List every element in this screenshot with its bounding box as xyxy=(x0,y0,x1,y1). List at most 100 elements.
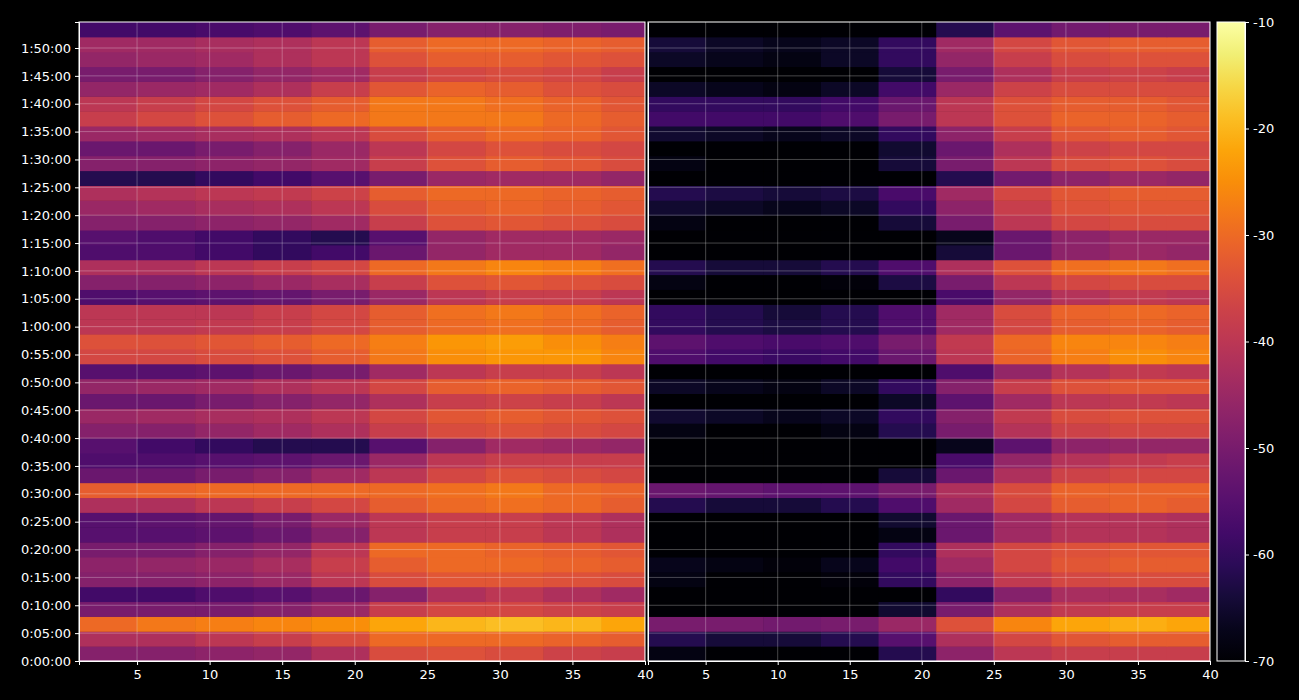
y-axis-tick-mark xyxy=(75,76,79,77)
heatmap-cell xyxy=(79,126,138,141)
heatmap-cell xyxy=(1051,200,1109,215)
y-axis-tick: 0:10:00 xyxy=(21,598,79,613)
heatmap-cell xyxy=(137,126,196,141)
heatmap-cell xyxy=(79,498,138,513)
x-axis-tick-label: 15 xyxy=(274,667,291,682)
grid-line xyxy=(1065,22,1066,661)
grid-line xyxy=(648,354,1210,355)
colorbar: -70-60-50-40-30-20-10 xyxy=(1217,15,1274,669)
heatmap-cell xyxy=(601,408,645,423)
colorbar-axis-tick-mark xyxy=(1245,342,1249,343)
colorbar-axis-tick-label: -30 xyxy=(1253,228,1274,243)
heatmap-cell xyxy=(195,81,254,96)
heatmap-cell xyxy=(427,126,486,141)
heatmap-cell xyxy=(763,67,821,82)
heatmap-cell xyxy=(763,631,821,646)
heatmap-cell xyxy=(648,304,706,319)
heatmap-cell xyxy=(485,423,544,438)
heatmap-cell xyxy=(879,37,937,52)
heatmap-cell xyxy=(311,260,370,275)
heatmap-cell xyxy=(763,498,821,513)
heatmap-cell xyxy=(879,438,937,453)
heatmap-cell xyxy=(137,438,196,453)
heatmap-cell xyxy=(369,483,428,498)
heatmap-cell xyxy=(994,646,1052,661)
heatmap-cell xyxy=(369,171,428,186)
x-axis-tick: 30 xyxy=(1058,661,1075,682)
heatmap-cell xyxy=(79,156,138,171)
heatmap-cell xyxy=(1051,245,1109,260)
heatmap-cell xyxy=(485,275,544,290)
heatmap-cell xyxy=(879,646,937,661)
heatmap-cell xyxy=(994,37,1052,52)
heatmap-cell xyxy=(648,171,706,186)
heatmap-cell xyxy=(311,245,370,260)
plot-frame xyxy=(79,22,645,661)
colorbar-axis-tick-mark xyxy=(1245,235,1249,236)
heatmap-cell xyxy=(1167,394,1210,409)
grid-line xyxy=(705,22,706,661)
grid-line xyxy=(354,22,355,661)
heatmap-cell xyxy=(879,512,937,527)
heatmap-cell xyxy=(79,111,138,126)
colorbar-axis-tick: -30 xyxy=(1245,228,1274,243)
heatmap-cell xyxy=(311,394,370,409)
heatmap-cell xyxy=(195,438,254,453)
heatmap-cell xyxy=(427,512,486,527)
heatmap-cell xyxy=(601,468,645,483)
y-axis-tick-mark xyxy=(75,466,79,467)
heatmap-cell xyxy=(137,289,196,304)
heatmap-cell xyxy=(79,468,138,483)
heatmap-cell xyxy=(936,527,994,542)
heatmap-cell xyxy=(763,587,821,602)
heatmap-cell xyxy=(195,602,254,617)
heatmap-cell xyxy=(1051,185,1109,200)
heatmap-cell xyxy=(763,111,821,126)
grid xyxy=(79,22,645,661)
y-axis-tick-mark xyxy=(75,494,79,495)
figure: 5101520253035400:00:000:05:000:10:000:15… xyxy=(0,0,1299,700)
heatmap-cell xyxy=(763,616,821,631)
heatmap-cell xyxy=(369,394,428,409)
heatmap-cell xyxy=(706,468,764,483)
grid-line xyxy=(79,298,645,299)
y-axis-tick: 0:40:00 xyxy=(21,431,79,446)
heatmap-cell xyxy=(485,111,544,126)
heatmap-cell xyxy=(311,379,370,394)
heatmap-cell xyxy=(601,126,645,141)
y-axis-tick-mark xyxy=(75,550,79,551)
heatmap-cell xyxy=(601,587,645,602)
heatmap-cell xyxy=(648,200,706,215)
x-axis-tick-label: 30 xyxy=(492,667,509,682)
y-axis-tick: 1:25:00 xyxy=(21,180,79,195)
plot-background xyxy=(648,22,1210,661)
heatmap-cell xyxy=(994,111,1052,126)
heatmap-cell xyxy=(79,438,138,453)
y-axis-tick-label: 1:40:00 xyxy=(21,96,71,111)
heatmap-cell xyxy=(137,572,196,587)
heatmap-cell xyxy=(195,364,254,379)
heatmap-cell xyxy=(1051,587,1109,602)
x-axis-tick: 20 xyxy=(914,661,931,682)
heatmap-cell xyxy=(1167,67,1210,82)
heatmap-cell xyxy=(763,304,821,319)
heatmap-cell xyxy=(1051,394,1109,409)
heatmap-cell xyxy=(369,22,428,37)
heatmap-cell xyxy=(994,438,1052,453)
heatmap-cell xyxy=(485,185,544,200)
heatmap-cell xyxy=(879,364,937,379)
heatmap-cell xyxy=(1167,245,1210,260)
heatmap-cell xyxy=(763,468,821,483)
heatmap-cell xyxy=(879,498,937,513)
heatmap-cell xyxy=(311,200,370,215)
x-axis-line xyxy=(80,662,646,666)
y-axis-tick: 1:05:00 xyxy=(21,291,79,306)
y-axis-tick-label: 0:00:00 xyxy=(21,654,71,669)
heatmap-cell xyxy=(485,245,544,260)
heatmap xyxy=(79,22,645,661)
heatmap-cell xyxy=(137,200,196,215)
heatmap-cell xyxy=(763,349,821,364)
colorbar-axis-tick-mark xyxy=(1245,448,1249,449)
x-axis-tick-mark xyxy=(282,661,283,665)
grid-line xyxy=(648,438,1210,439)
